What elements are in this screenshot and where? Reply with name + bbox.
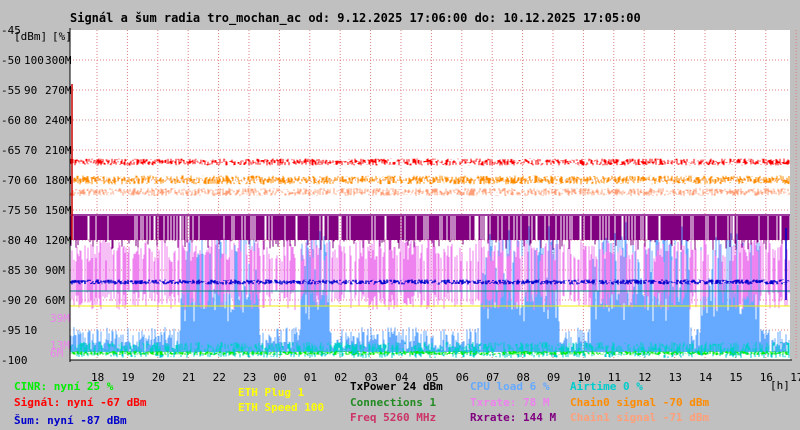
x-tick-label: 01 (304, 371, 317, 384)
y-tick-rate: 120M (45, 234, 72, 247)
y-tick-extra: 13M (50, 339, 70, 352)
y-axis-labels: -45 -50 -55 -60 -65 -70 -75 -80 -85 -90 -95 -100 100… (1, 24, 72, 367)
y-tick-pct: 50 (24, 204, 37, 217)
x-tick-label: 23 (243, 371, 256, 384)
y-tick-rate: 150M (45, 204, 72, 217)
y-tick-rate: 240M (45, 114, 72, 127)
legend-rxrate: Rxrate: 144 M (470, 411, 557, 424)
y-tick-dbm: -50 (1, 54, 21, 67)
y-tick-pct: 100 (24, 54, 44, 67)
legend-connections: Connections 1 (350, 396, 437, 409)
series-cpu-load (70, 222, 790, 352)
x-tick-label: 05 (425, 371, 438, 384)
y-tick-pct: 70 (24, 144, 37, 157)
x-tick-label: 04 (395, 371, 409, 384)
legend-cpu: CPU load 6 % (470, 380, 550, 393)
y-tick-pct: 60 (24, 174, 37, 187)
y-tick-dbm: -45 (1, 24, 21, 37)
y-tick-pct: 20 (24, 294, 37, 307)
x-tick-label: 11 (608, 371, 621, 384)
legend-chain1: Chain1 signal -71 dBm (570, 411, 710, 424)
legend-txrate: Txrate: 78 M (470, 396, 550, 409)
y-tick-dbm: -60 (1, 114, 21, 127)
y-tick-pct: 30 (24, 264, 37, 277)
x-tick-label: 15 (729, 371, 742, 384)
chart-title: Signál a šum radia tro_mochan_ac od: 9.1… (70, 11, 641, 26)
x-tick-label: 07 (486, 371, 499, 384)
x-unit: [h] (770, 379, 790, 392)
x-tick-label: 10 (577, 371, 590, 384)
x-tick-label: 08 (517, 371, 530, 384)
y-tick-rate: 180M (45, 174, 72, 187)
y-tick-dbm: -90 (1, 294, 21, 307)
y-tick-rate: 270M (45, 84, 72, 97)
x-tick-label: 18 (91, 371, 104, 384)
x-axis-labels: 18 19 20 21 22 23 00 01 02 03 04 05 06 07 08 09 10 11 12 13… (91, 371, 800, 384)
x-tick-label: 22 (213, 371, 226, 384)
x-tick-label: 06 (456, 371, 469, 384)
x-tick-label: 02 (334, 371, 347, 384)
series-txrate (71, 238, 790, 310)
x-tick-label: 13 (669, 371, 682, 384)
x-tick-label: 03 (365, 371, 378, 384)
y-tick-dbm: -85 (1, 264, 21, 277)
legend-freq: Freq 5260 MHz (350, 411, 437, 424)
y-unit-pct: [%] (52, 30, 72, 43)
series-rxrate (70, 216, 790, 250)
x-tick-label: 16 (760, 371, 773, 384)
legend-eth-speed: ETH Speed 100 (238, 401, 325, 414)
legend-airtime: Airtime 0 % (570, 380, 643, 393)
y-tick-pct: 90 (24, 84, 37, 97)
y-tick-dbm: -80 (1, 234, 21, 247)
y-tick-dbm: -65 (1, 144, 21, 157)
y-tick-dbm: -70 (1, 174, 21, 187)
data-traces (70, 84, 790, 358)
y-tick-extra: 39M (50, 312, 70, 325)
series-chain0 (70, 175, 790, 185)
y-tick-dbm: -100 (1, 354, 28, 367)
x-tick-label: 17 (790, 371, 800, 384)
y-tick-pct: 10 (24, 324, 37, 337)
y-tick-pct: 80 (24, 114, 37, 127)
series-noise (70, 279, 790, 285)
y-tick-rate: 60M (45, 294, 65, 307)
y-tick-extra: 6M (50, 347, 64, 360)
y-tick-rate: 300M (45, 54, 72, 67)
x-tick-label: 12 (638, 371, 651, 384)
y-tick-pct: 40 (24, 234, 37, 247)
series-signal (70, 158, 790, 166)
x-tick-label: 19 (121, 371, 134, 384)
y-tick-rate: 210M (45, 144, 72, 157)
legend-noise: Šum: nyní -87 dBm (14, 414, 127, 427)
x-tick-label: 09 (547, 371, 560, 384)
x-tick-label: 21 (182, 371, 195, 384)
y-tick-dbm: -75 (1, 204, 21, 217)
y-tick-dbm: -95 (1, 324, 21, 337)
legend-cinr: CINR: nyní 25 % (14, 380, 114, 393)
x-tick-label: 14 (699, 371, 713, 384)
legend-chain0: Chain0 signal -70 dBm (570, 396, 710, 409)
x-tick-label: 00 (273, 371, 286, 384)
y-tick-rate: 90M (45, 264, 65, 277)
legend-txpower: TxPower 24 dBm (350, 380, 443, 393)
legend-eth-plug: ETH Plug 1 (238, 386, 305, 399)
x-tick-label: 20 (152, 371, 165, 384)
series-chain1 (70, 188, 790, 196)
y-unit-dbm: [dBm] (14, 30, 47, 43)
legend-signal: Signál: nyní -67 dBm (14, 396, 147, 409)
y-tick-dbm: -55 (1, 84, 21, 97)
